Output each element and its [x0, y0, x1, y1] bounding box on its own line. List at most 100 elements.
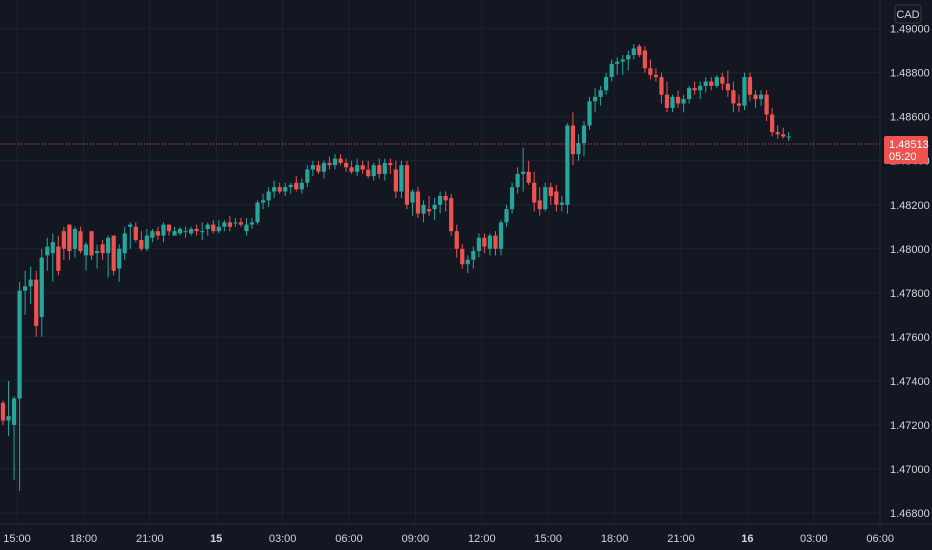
candle-body [664, 94, 670, 108]
candle [698, 81, 703, 100]
time-tick-label: 12:00 [468, 533, 496, 545]
candle-body [742, 77, 747, 106]
candle [299, 178, 304, 194]
candle [393, 160, 398, 199]
candle [543, 182, 548, 212]
candle-body [382, 162, 387, 174]
candle [725, 70, 730, 97]
candle [675, 90, 681, 108]
candle-body [615, 61, 620, 64]
candle-body [161, 224, 166, 236]
currency-unit-badge[interactable]: CAD [894, 4, 922, 24]
candle-body [725, 83, 730, 91]
candle-body [128, 224, 133, 227]
candle [709, 77, 714, 91]
candle-body [559, 202, 564, 205]
candle [205, 222, 210, 236]
candle [487, 233, 493, 256]
candle [720, 72, 725, 91]
candle-body [404, 165, 410, 205]
candle-body [150, 231, 155, 238]
candle-body [11, 398, 17, 425]
candle-body [288, 184, 293, 188]
candle [200, 222, 205, 240]
candle-body [94, 250, 100, 254]
candle-body [515, 173, 520, 188]
candle-body [6, 416, 11, 421]
candle [648, 59, 653, 80]
candle [128, 222, 133, 249]
candle [736, 94, 742, 113]
candle [17, 281, 22, 491]
price-tick-label: 1.47600 [890, 332, 930, 344]
candle [177, 226, 183, 236]
candle [521, 147, 526, 192]
candle [753, 90, 758, 108]
candle-body [587, 101, 592, 126]
price-axis[interactable]: 1.490001.488001.486001.484001.482001.480… [879, 0, 930, 524]
candle [509, 182, 515, 214]
candle-body [775, 132, 780, 135]
price-tick-label: 1.47200 [890, 420, 930, 432]
candle-body [786, 136, 791, 138]
candle [681, 94, 686, 113]
candle-body [399, 165, 404, 192]
time-tick-label: 16 [741, 533, 753, 545]
candle [565, 123, 570, 214]
candle-body [460, 248, 465, 265]
time-tick-label: 15:00 [534, 533, 562, 545]
candle-body [371, 165, 376, 177]
candle-body [598, 90, 603, 97]
time-tick-label: 18:00 [70, 533, 98, 545]
candle [133, 222, 138, 243]
candle [294, 176, 299, 192]
candle [404, 160, 410, 210]
candle-body [698, 85, 703, 91]
current-price-value: 1.48513 [889, 139, 929, 151]
candle [670, 94, 675, 113]
candle [438, 191, 443, 214]
candle [227, 215, 232, 232]
candle [222, 220, 227, 232]
time-tick-label: 03:00 [800, 533, 828, 545]
candle-body [200, 231, 205, 233]
candle [0, 400, 6, 425]
candle [78, 226, 83, 254]
time-tick-label: 21:00 [136, 533, 164, 545]
candle [155, 226, 161, 240]
candle-body [260, 200, 266, 203]
candle-body [377, 165, 382, 174]
candle-body [581, 125, 587, 144]
candle-body [687, 88, 692, 100]
candle-body [554, 191, 559, 205]
candle [587, 96, 592, 130]
candle [515, 167, 520, 194]
time-axis[interactable]: 15:00 18:00 21:00 15 03:00 06:00 09:00 12:00 15:… [0, 523, 932, 545]
price-tick-label: 1.46800 [890, 508, 930, 520]
time-tick-label: 21:00 [667, 533, 695, 545]
candle-body [471, 250, 476, 260]
candle-body [39, 257, 44, 318]
candle-body [770, 114, 775, 133]
candle [687, 85, 692, 104]
candle-body [216, 226, 221, 232]
candle-body [61, 231, 66, 249]
candle [166, 224, 172, 236]
candle-body [476, 237, 481, 251]
candle [559, 195, 564, 212]
candle [786, 132, 791, 141]
candle [34, 270, 39, 337]
price-tick-label: 1.48600 [890, 112, 930, 124]
candle-body [781, 134, 786, 137]
candle-body [410, 191, 415, 203]
candle-body [509, 187, 515, 210]
candle [426, 195, 432, 216]
current-price-badge: 1.48513 05:20 [884, 136, 929, 164]
candle [122, 226, 127, 260]
price-tick-label: 1.48000 [890, 244, 930, 256]
price-tick-label: 1.48200 [890, 200, 930, 212]
candle-body [227, 222, 232, 227]
candle [576, 134, 581, 161]
candle-body [34, 279, 39, 326]
